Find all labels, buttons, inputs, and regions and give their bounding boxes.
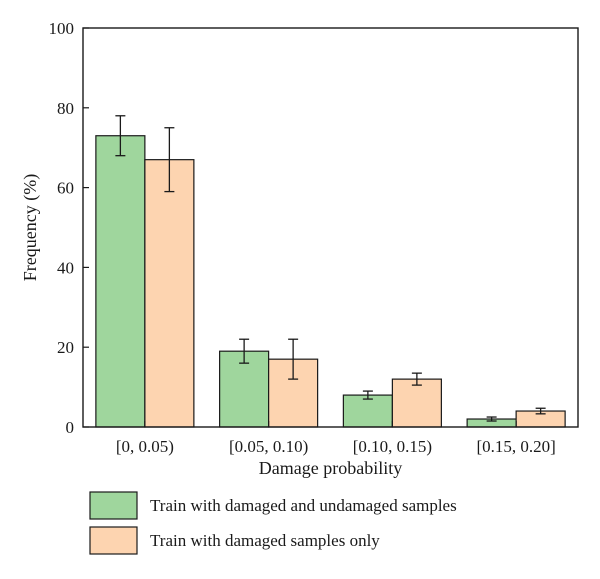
plot-frame bbox=[82, 27, 579, 428]
legend-swatch-series-2 bbox=[89, 526, 138, 555]
y-tick-label: 0 bbox=[66, 418, 75, 437]
x-tick-label: [0, 0.05) bbox=[116, 437, 174, 456]
bar-series-2 bbox=[144, 159, 195, 428]
x-tick-label: [0.10, 0.15) bbox=[353, 437, 432, 456]
plot-area: 0 20 40 60 80 100 [0, 0.05) [0.05, 0.10) [0.10, … bbox=[20, 19, 579, 478]
y-tick-label: 80 bbox=[57, 99, 74, 118]
x-tick-label: [0.15, 0.20] bbox=[476, 437, 555, 456]
legend-label-series-1: Train with damaged and undamaged samples bbox=[150, 496, 457, 515]
y-axis-title: Frequency (%) bbox=[20, 174, 41, 281]
y-tick-label: 40 bbox=[57, 258, 74, 277]
bar-series-1 bbox=[95, 135, 146, 428]
legend-label-series-2: Train with damaged samples only bbox=[150, 531, 380, 550]
y-tick-label: 100 bbox=[49, 19, 75, 38]
x-axis-title: Damage probability bbox=[259, 458, 402, 478]
legend-swatch-series-1 bbox=[89, 491, 138, 520]
x-tick-label: [0.05, 0.10) bbox=[229, 437, 308, 456]
legend: Train with damaged and undamaged samples… bbox=[89, 491, 457, 555]
bar-series-1 bbox=[342, 394, 393, 428]
y-tick-label: 20 bbox=[57, 338, 74, 357]
bar-series-2 bbox=[391, 378, 442, 428]
y-tick-label: 60 bbox=[57, 179, 74, 198]
